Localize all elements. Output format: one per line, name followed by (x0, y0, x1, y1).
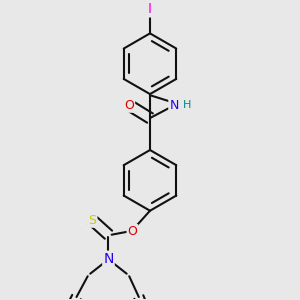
Text: H: H (183, 100, 191, 110)
Text: O: O (124, 99, 134, 112)
Text: N: N (169, 99, 179, 112)
Text: S: S (88, 214, 97, 227)
Text: O: O (128, 225, 137, 238)
Text: I: I (148, 2, 152, 16)
Text: N: N (103, 252, 114, 266)
